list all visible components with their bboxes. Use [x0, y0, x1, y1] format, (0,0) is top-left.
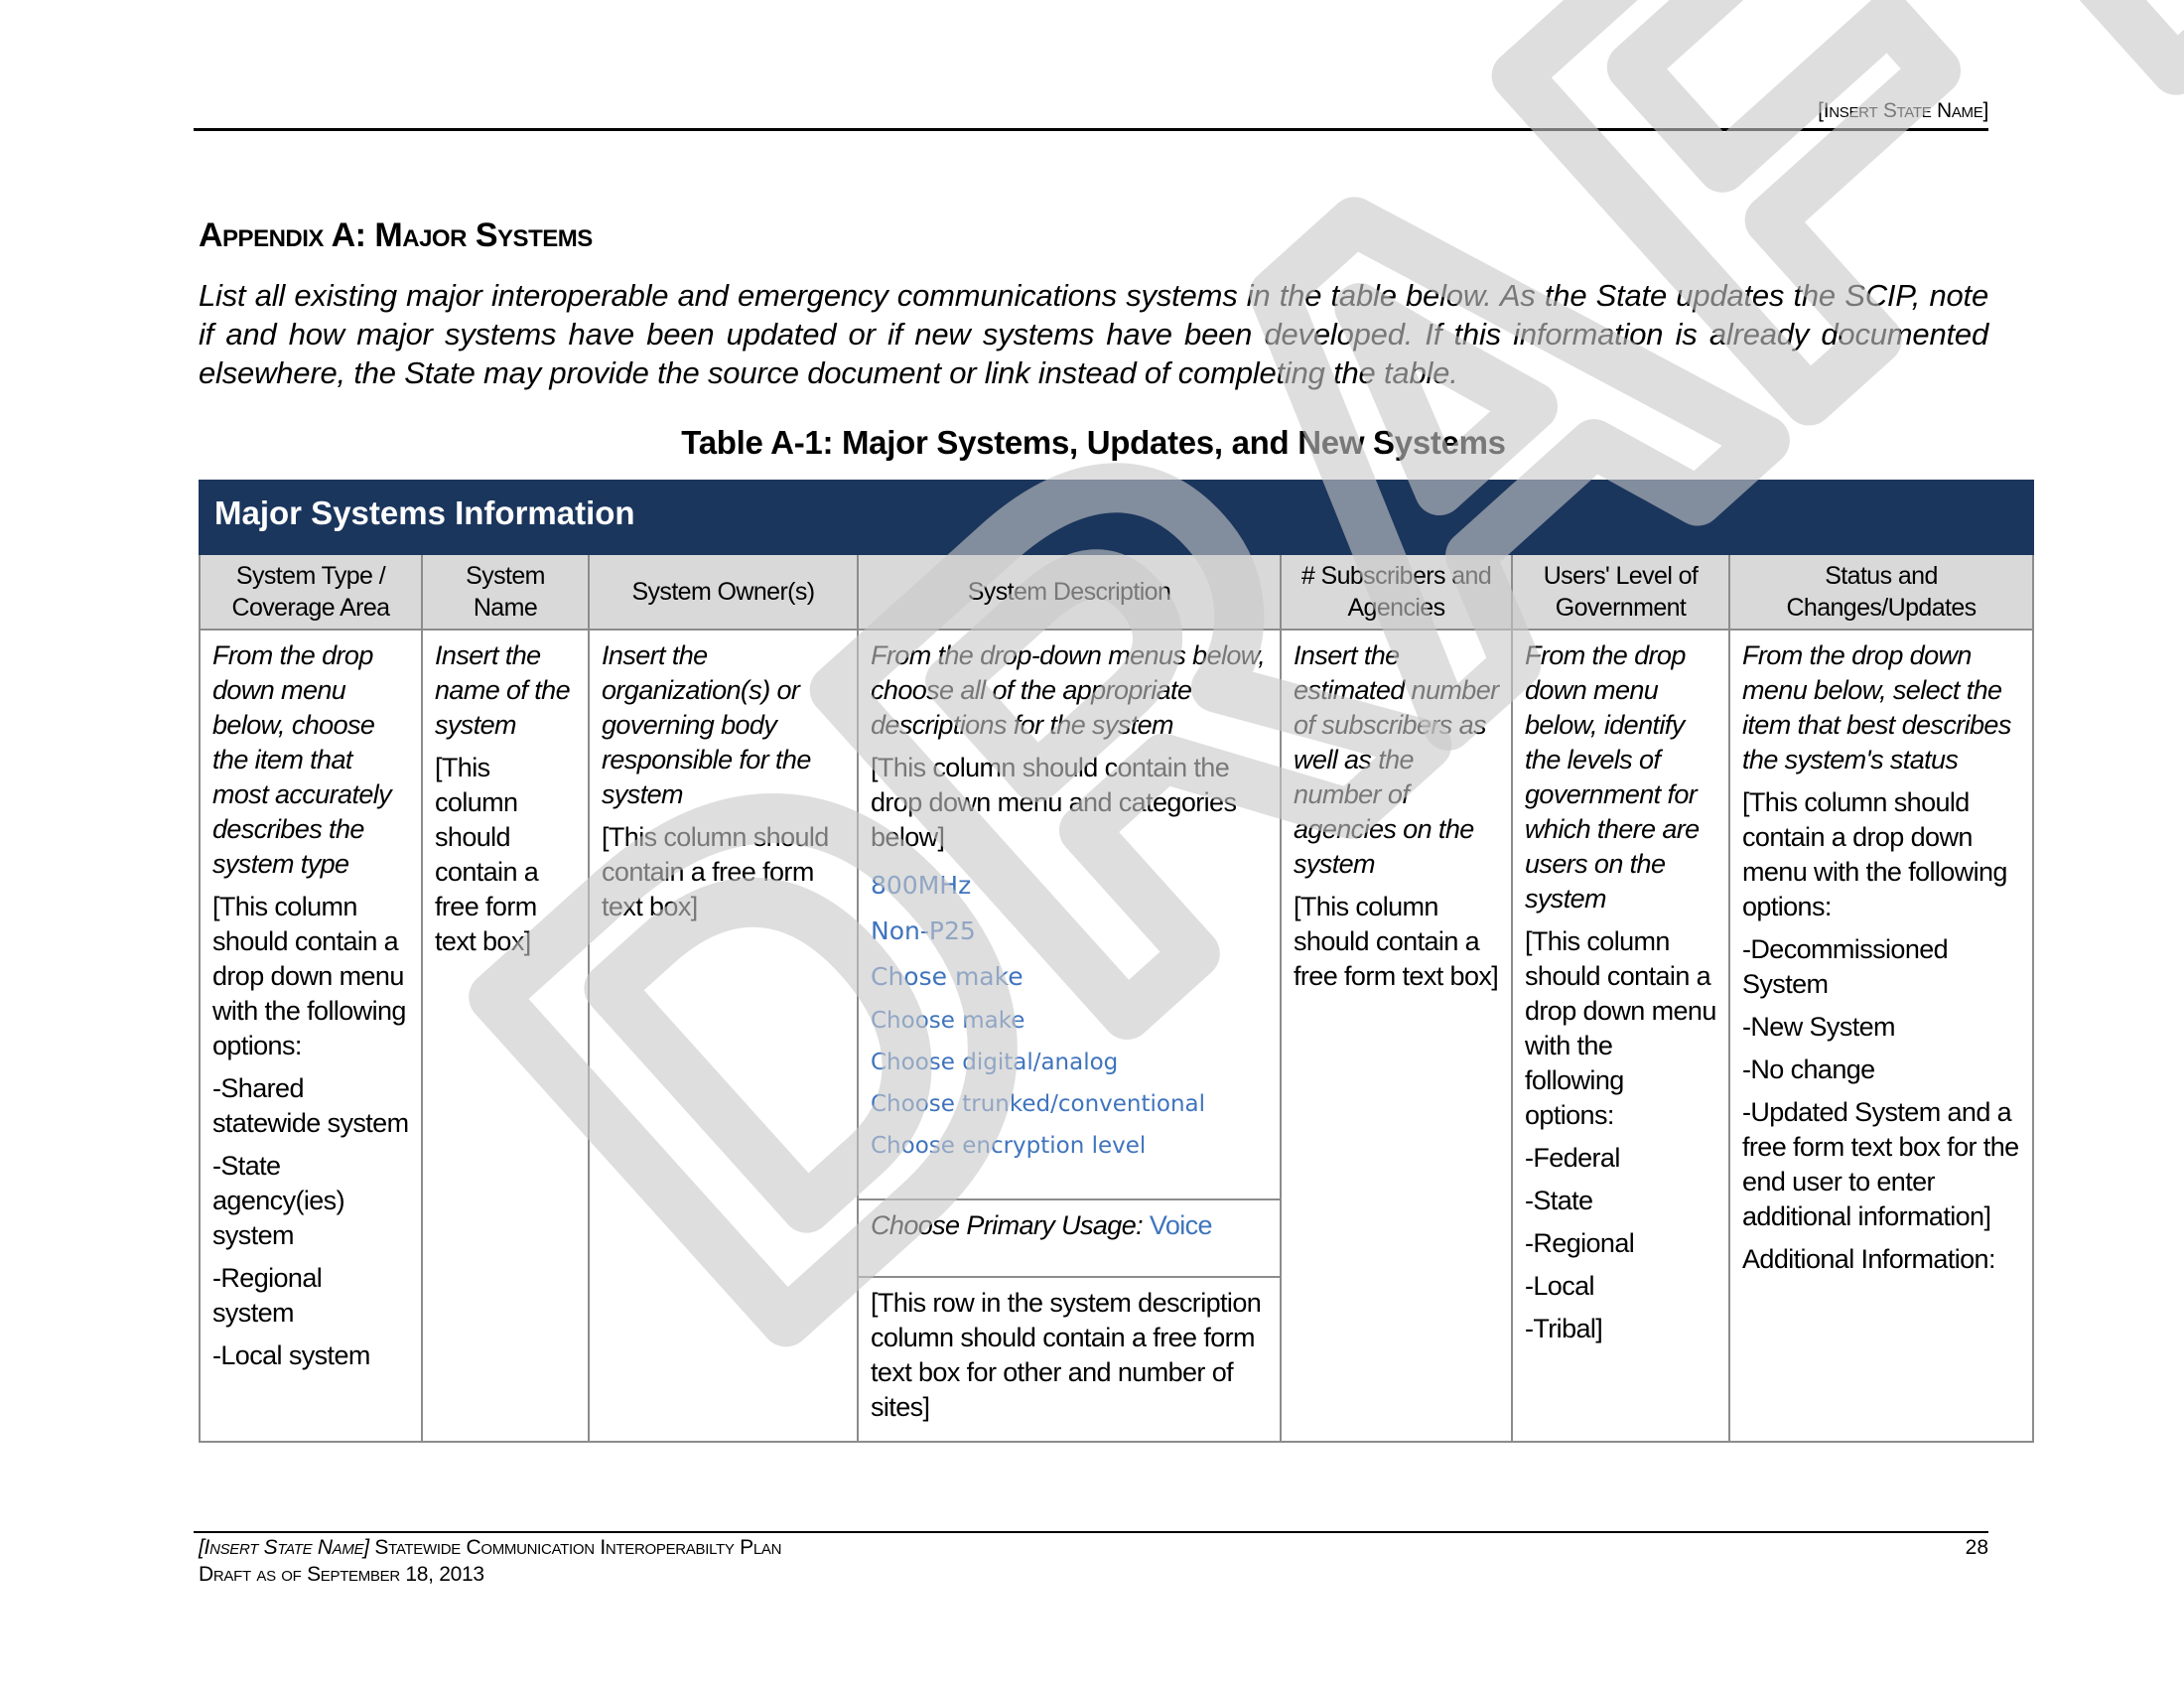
trunked-conventional-dropdown[interactable]: Choose trunked/conventional	[871, 1091, 1206, 1117]
column-header: System Type / Coverage Area	[199, 553, 423, 631]
footer-plan-title: Statewide Communication Interoperabilty …	[374, 1536, 782, 1559]
note: [This column should contain the drop dow…	[871, 753, 1237, 852]
additional-info-label: Additional Information:	[1742, 1244, 1995, 1274]
cell-system-description: From the drop-down menus below, choose a…	[857, 629, 1282, 1200]
column-header: Users' Level of Government	[1511, 553, 1730, 631]
instruction: From the drop-down menus below, choose a…	[871, 640, 1266, 740]
option: -Regional	[1525, 1228, 1635, 1258]
column-header: # Subscribers and Agencies	[1280, 553, 1513, 631]
footer-draft-date: Draft as of September 18, 2013	[199, 1563, 484, 1586]
header-rule	[194, 128, 1988, 131]
header-state-name: [Insert State Name]	[1818, 99, 1988, 122]
note: [This column should contain a free form …	[602, 822, 829, 921]
option: -Federal	[1525, 1143, 1620, 1173]
standard-dropdown[interactable]: Non-P25	[871, 916, 976, 945]
encryption-level-dropdown[interactable]: Choose encryption level	[871, 1133, 1147, 1159]
note: [This column should contain a drop down …	[1742, 787, 2007, 921]
option: -State	[1525, 1186, 1593, 1215]
footer-state-name: [Insert State Name]	[199, 1536, 369, 1559]
footer-rule	[194, 1531, 1988, 1533]
note: [This column should contain a free form …	[1294, 892, 1499, 991]
column-header: System Owner(s)	[588, 553, 859, 631]
note: [This column should contain a drop down …	[212, 892, 406, 1060]
option: -Local	[1525, 1271, 1595, 1301]
instruction: Insert the organization(s) or governing …	[602, 640, 811, 809]
instruction: Insert the name of the system	[435, 640, 571, 740]
column-header: Status and Changes/Updates	[1727, 553, 2035, 631]
cell-status[interactable]: From the drop down menu below, select th…	[1727, 629, 2035, 1443]
cell-system-type[interactable]: From the drop down menu below, choose th…	[199, 629, 423, 1443]
cell-other-sites[interactable]: [This row in the system description colu…	[857, 1276, 1282, 1443]
major-systems-table: Major Systems Information System Type / …	[198, 480, 2035, 1443]
option: -Regional system	[212, 1263, 323, 1328]
table-row: Choose Primary Usage: Voice	[200, 1198, 2033, 1278]
option: -New System	[1742, 1012, 1896, 1042]
option: -Updated System and a free form text box…	[1742, 1097, 2019, 1231]
note: [This column should contain a drop down …	[1525, 926, 1716, 1130]
option: -No change	[1742, 1055, 1875, 1084]
instruction: From the drop down menu below, choose th…	[212, 640, 392, 879]
instruction: From the drop down menu below, identify …	[1525, 640, 1700, 914]
intro-paragraph: List all existing major interoperable an…	[199, 278, 1988, 390]
table-row: From the drop down menu below, choose th…	[199, 629, 2035, 1443]
page-title: Appendix A: Major Systems	[199, 216, 593, 254]
option: -State agency(ies) system	[212, 1151, 345, 1250]
table-band-title: Major Systems Information	[198, 480, 2035, 555]
instruction: From the drop down menu below, select th…	[1742, 640, 2011, 774]
option: -Decommissioned System	[1742, 934, 1949, 999]
primary-usage-dropdown[interactable]: Voice	[1149, 1210, 1213, 1240]
band-dropdown[interactable]: 800MHz	[871, 871, 972, 900]
footer-plan-line: [Insert State Name] Statewide Communicat…	[199, 1536, 781, 1560]
make-dropdown-2[interactable]: Choose make	[871, 1008, 1025, 1034]
primary-usage-label: Choose Primary Usage:	[871, 1210, 1144, 1240]
digital-analog-dropdown[interactable]: Choose digital/analog	[871, 1050, 1119, 1075]
cell-subscribers[interactable]: Insert the estimated number of subscribe…	[1280, 629, 1513, 1443]
cell-system-owner[interactable]: Insert the organization(s) or governing …	[588, 629, 859, 1443]
table-caption: Table A-1: Major Systems, Updates, and N…	[681, 424, 1506, 461]
cell-system-name[interactable]: Insert the name of the system [This colu…	[421, 629, 590, 1443]
option: -Tribal]	[1525, 1314, 1603, 1343]
table-band-row: Major Systems Information	[198, 480, 2035, 555]
column-header-row: System Type / Coverage Area System Name …	[199, 553, 2035, 631]
table-row: [This row in the system description colu…	[200, 1276, 2033, 1443]
option: -Local system	[212, 1340, 370, 1370]
cell-primary-usage: Choose Primary Usage: Voice	[857, 1198, 1282, 1278]
cell-government-level[interactable]: From the drop down menu below, identify …	[1511, 629, 1730, 1443]
note: [This row in the system description colu…	[871, 1288, 1262, 1422]
column-header: System Name	[421, 553, 590, 631]
make-dropdown[interactable]: Chose make	[871, 962, 1024, 991]
column-header: System Description	[857, 553, 1282, 631]
page-number: 28	[1965, 1536, 1988, 1559]
note: [This column should contain a free form …	[435, 753, 539, 956]
instruction: Insert the estimated number of subscribe…	[1294, 640, 1499, 879]
option: -Shared statewide system	[212, 1073, 409, 1138]
